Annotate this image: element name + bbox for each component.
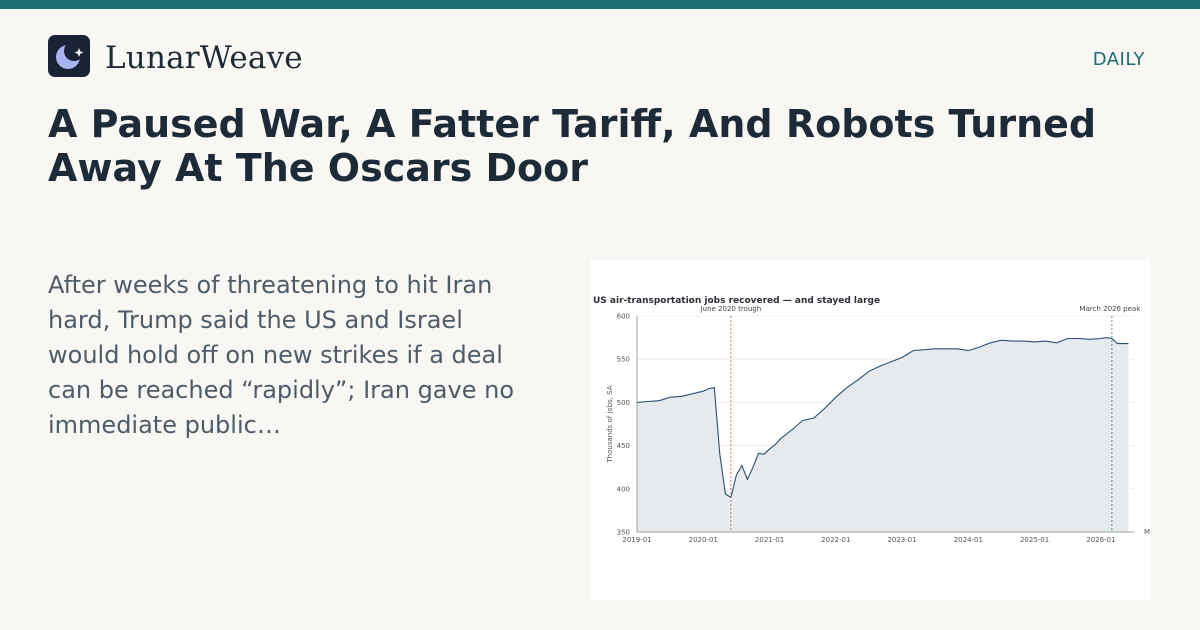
- chart-card: US air-transportation jobs recovered — a…: [590, 260, 1150, 600]
- x-tick-label: 2022-01: [821, 536, 850, 544]
- series-area: [637, 337, 1129, 532]
- section-label[interactable]: DAILY: [1092, 49, 1145, 70]
- y-tick-label: 450: [617, 442, 630, 450]
- x-tick-label: 2019-01: [622, 536, 651, 544]
- article-headline[interactable]: A Paused War, A Fatter Tariff, And Robot…: [48, 102, 1097, 190]
- annotation-label: June 2020 trough: [700, 305, 762, 313]
- brand-logo[interactable]: [48, 35, 90, 77]
- x-tick-label: 2026-01: [1086, 536, 1115, 544]
- y-tick-label: 350: [617, 529, 630, 537]
- x-tick-label: 2023-01: [887, 536, 916, 544]
- chart-title: US air-transportation jobs recovered — a…: [593, 296, 880, 306]
- x-tick-label: 2021-01: [755, 536, 784, 544]
- x-tick-label-trailing: M: [1144, 528, 1150, 536]
- y-tick-label: 500: [617, 399, 630, 407]
- annotation-label: March 2026 peak: [1080, 305, 1142, 313]
- y-tick-label: 550: [617, 356, 630, 364]
- x-tick-label: 2020-01: [689, 536, 718, 544]
- brand-name[interactable]: LunarWeave: [105, 40, 303, 76]
- y-tick-label: 400: [617, 485, 630, 493]
- x-tick-label: 2025-01: [1020, 536, 1049, 544]
- article-summary: After weeks of threatening to hit Iran h…: [48, 271, 514, 439]
- x-tick-label: 2024-01: [954, 536, 983, 544]
- series-line: [636, 337, 1129, 499]
- crescent-moon-star-icon: [56, 41, 84, 69]
- y-axis-label: Thousands of jobs, SA: [606, 385, 614, 463]
- y-tick-label: 600: [617, 313, 630, 321]
- top-accent-bar: [0, 0, 1200, 9]
- jobs-chart: US air-transportation jobs recovered — a…: [593, 296, 1150, 544]
